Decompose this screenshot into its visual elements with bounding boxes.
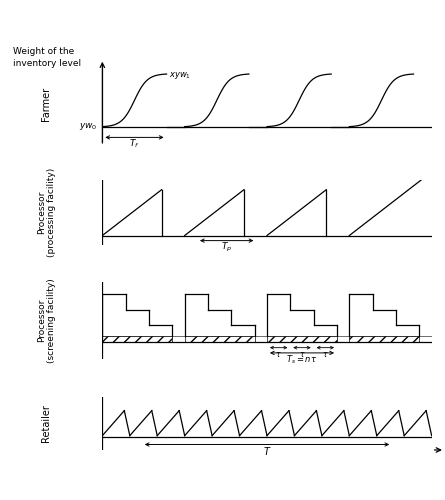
Bar <box>349 336 419 342</box>
Text: Weight of the
inventory level: Weight of the inventory level <box>13 48 81 68</box>
Bar <box>185 336 255 342</box>
Text: $T_p$: $T_p$ <box>221 241 232 254</box>
Bar <box>102 336 172 342</box>
Text: $T_f$: $T_f$ <box>129 138 140 150</box>
Text: $xyw_1$: $xyw_1$ <box>169 70 191 81</box>
Text: $\tau$: $\tau$ <box>299 350 305 359</box>
Text: Processor
(screening facility): Processor (screening facility) <box>36 278 56 363</box>
Text: Farmer: Farmer <box>41 86 51 120</box>
Text: $yw_0$: $yw_0$ <box>79 122 97 132</box>
Text: $T$: $T$ <box>263 445 271 457</box>
Text: $\tau$: $\tau$ <box>275 350 282 359</box>
Text: Retailer: Retailer <box>41 404 51 442</box>
Text: Processor
(processing facility): Processor (processing facility) <box>36 168 56 256</box>
Bar <box>267 336 337 342</box>
Text: $T_s = n\tau$: $T_s = n\tau$ <box>287 354 318 366</box>
Text: $\tau$: $\tau$ <box>322 350 328 359</box>
